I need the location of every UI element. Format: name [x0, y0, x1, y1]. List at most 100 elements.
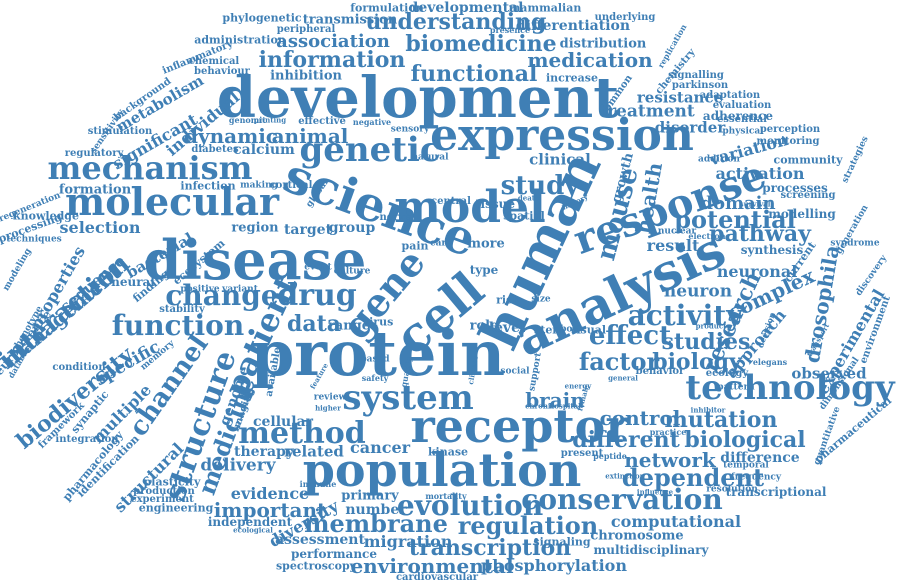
cloud-word: virus [362, 315, 394, 329]
cloud-word: safety [361, 373, 389, 383]
cloud-word: related [284, 442, 344, 461]
cloud-word: pattern [717, 382, 755, 393]
cloud-word: biomedicine [405, 31, 557, 57]
cloud-word: survival [739, 199, 771, 209]
cloud-word: size [531, 294, 551, 305]
cloud-word: present [560, 448, 604, 459]
cloud-word: system [342, 378, 474, 418]
cloud-word: production [133, 486, 195, 497]
cloud-word: membrane [304, 509, 448, 538]
cloud-word: network [624, 448, 716, 472]
cloud-word: performance [291, 547, 377, 561]
cloud-word: adherence [702, 109, 774, 123]
cloud-word: central [431, 196, 471, 207]
cloud-word: knowledge [13, 209, 79, 223]
cloud-word: disease [143, 228, 367, 292]
cloud-word: observed [791, 364, 867, 383]
cloud-word: energy [564, 381, 592, 391]
cloud-word: inhibition [270, 68, 342, 84]
cloud-word: adaptation [699, 90, 761, 101]
cloud-word: level [488, 320, 526, 336]
cloud-word: signaling [533, 535, 591, 549]
cloud-word: mortality [425, 491, 467, 501]
cloud-word: data [286, 311, 342, 337]
cloud-word: mutation [664, 407, 778, 433]
cloud-word: presence [489, 25, 531, 35]
cloud-word: positive [180, 284, 220, 295]
cloud-word: group [328, 220, 376, 236]
cloud-word: integration [55, 434, 119, 445]
cloud-word: risk [496, 293, 520, 307]
cloud-word: selection [59, 218, 141, 237]
cloud-word: essential [717, 114, 767, 125]
cloud-word: technology [685, 368, 895, 408]
cloud-word: body [560, 324, 584, 335]
cloud-word: effect [588, 321, 672, 351]
cloud-word: expression [430, 110, 694, 161]
cloud-word: cancer [349, 438, 411, 457]
cloud-word: different [572, 427, 680, 453]
cloud-word: domain [700, 193, 776, 214]
cloud-word: calcium [233, 142, 295, 158]
cloud-word: techniques [6, 234, 62, 245]
cloud-word: understanding [365, 9, 547, 35]
cloud-word: inhibitor [690, 405, 726, 415]
cloud-word: physical [722, 126, 764, 137]
cloud-word: evolution [396, 489, 544, 522]
cloud-word: role [469, 318, 499, 334]
cloud-word: change [165, 279, 279, 312]
cloud-word: difference [720, 450, 800, 466]
cloud-word: ecology [705, 368, 749, 379]
cloud-word: stem [534, 323, 564, 337]
cloud-word: result [646, 236, 700, 255]
cloud-word: elegans [752, 357, 788, 367]
cloud-word: infection [180, 179, 236, 193]
cloud-word: therapy [234, 444, 294, 460]
cloud-word: temporal [723, 460, 769, 471]
cloud-word: increase [546, 71, 598, 85]
cloud-word: phosphorylation [481, 556, 627, 575]
cloud-word: migration [363, 532, 453, 551]
cloud-word: kinase [427, 445, 469, 459]
cloud-word: event [304, 262, 332, 273]
cloud-word: model [394, 182, 546, 233]
cloud-word: modelling [768, 207, 836, 221]
cloud-word: phylogenetic [222, 11, 302, 25]
cloud-word: genomic [228, 115, 268, 125]
cloud-word: regulation [457, 511, 599, 540]
cloud-word: spatial [503, 209, 545, 223]
cloud-word: nuclear [657, 226, 697, 237]
cloud-word: community [773, 153, 843, 167]
cloud-word: important [213, 498, 327, 522]
cloud-word: plasticity [143, 475, 201, 489]
cloud-word: multidisciplinary [593, 543, 709, 557]
cloud-word: transcriptional [725, 485, 827, 499]
cloud-word: extinction [605, 471, 645, 481]
cloud-word: environmental [350, 554, 514, 578]
cloud-word: signalling [668, 70, 724, 81]
cloud-word: based [360, 354, 390, 365]
cloud-word: primary [341, 488, 399, 504]
cloud-word: variant [222, 284, 258, 295]
cloud-word: chemical [188, 56, 240, 67]
cloud-word: cortical [269, 180, 313, 191]
cloud-word: frequency [730, 472, 782, 483]
cloud-word: protein [250, 317, 506, 390]
cloud-word: computational [610, 512, 742, 531]
cloud-word: target [283, 222, 333, 238]
cloud-word: neuronal [716, 262, 798, 281]
cloud-word: peripheral [276, 24, 336, 35]
cloud-word: negative [352, 117, 392, 127]
cloud-word: natural [411, 152, 449, 163]
cloud-word: assessment [275, 532, 365, 548]
cloud-word: molecular [64, 179, 280, 224]
cloud-word: independent [207, 515, 293, 529]
cloud-word: brain [525, 388, 585, 412]
cloud-word: dependent [621, 463, 765, 492]
cloud-word: influence [636, 487, 674, 497]
cloud-word: electron [688, 231, 726, 241]
cloud-word: visual [569, 323, 607, 337]
cloud-word: pain [401, 239, 429, 253]
cloud-word: care [430, 238, 452, 249]
cloud-word: practice [649, 427, 687, 437]
